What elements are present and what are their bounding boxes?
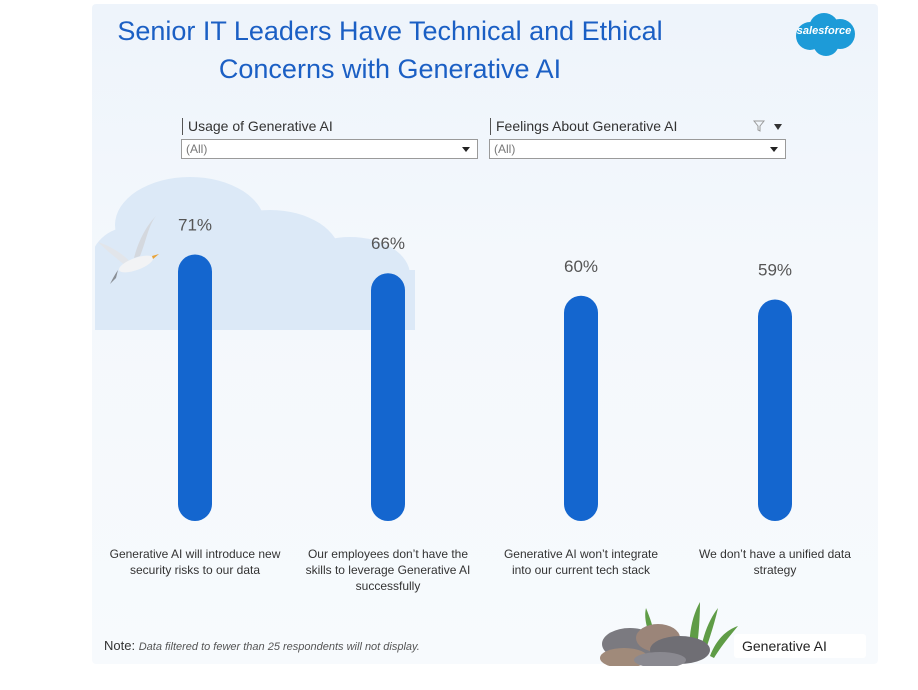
bar-1[interactable] bbox=[178, 254, 212, 521]
filter-funnel-icon[interactable] bbox=[753, 120, 765, 132]
filter-feelings-value: (All) bbox=[494, 142, 516, 156]
filter-menu-icon[interactable] bbox=[774, 124, 782, 130]
chevron-down-icon bbox=[462, 147, 470, 152]
category-label-4: We don’t have a unified data strategy bbox=[699, 547, 851, 577]
salesforce-logo: salesforce bbox=[790, 10, 858, 58]
value-label-4: 59% bbox=[758, 261, 792, 280]
category-label-3: Generative AI won’t integrate into our c… bbox=[503, 547, 659, 577]
salesforce-logo-text: salesforce bbox=[796, 25, 852, 37]
rocks-plants-illustration bbox=[600, 602, 738, 666]
filter-usage-value: (All) bbox=[186, 142, 208, 156]
dashboard-background bbox=[92, 4, 878, 664]
category-label-1: Generative AI will introduce new securit… bbox=[109, 547, 281, 577]
filter-feelings-label: Feelings About Generative AI bbox=[490, 118, 677, 135]
value-label-3: 60% bbox=[564, 257, 598, 276]
seagull-illustration bbox=[98, 216, 159, 284]
bar-4[interactable] bbox=[758, 299, 792, 521]
bar-3[interactable] bbox=[564, 295, 598, 521]
value-label-2: 66% bbox=[371, 234, 405, 253]
salesforce-logo-cloud bbox=[796, 13, 855, 56]
bar-2[interactable] bbox=[371, 273, 405, 521]
category-label-2: Our employees don’t have the skills to l… bbox=[305, 547, 471, 593]
note-prefix: Note: bbox=[104, 638, 136, 653]
filter-usage-label: Usage of Generative AI bbox=[182, 118, 333, 135]
value-label-1: 71% bbox=[178, 215, 212, 234]
generative-ai-tag: Generative AI bbox=[734, 634, 866, 658]
note-text: Data filtered to fewer than 25 responden… bbox=[138, 641, 420, 653]
chevron-down-icon bbox=[770, 147, 778, 152]
filter-feelings-dropdown[interactable]: (All) bbox=[489, 139, 786, 159]
filter-usage-dropdown[interactable]: (All) bbox=[181, 139, 478, 159]
chart-title: Senior IT Leaders Have Technical and Eth… bbox=[117, 16, 663, 84]
data-note: Note: Data filtered to fewer than 25 res… bbox=[104, 638, 420, 653]
